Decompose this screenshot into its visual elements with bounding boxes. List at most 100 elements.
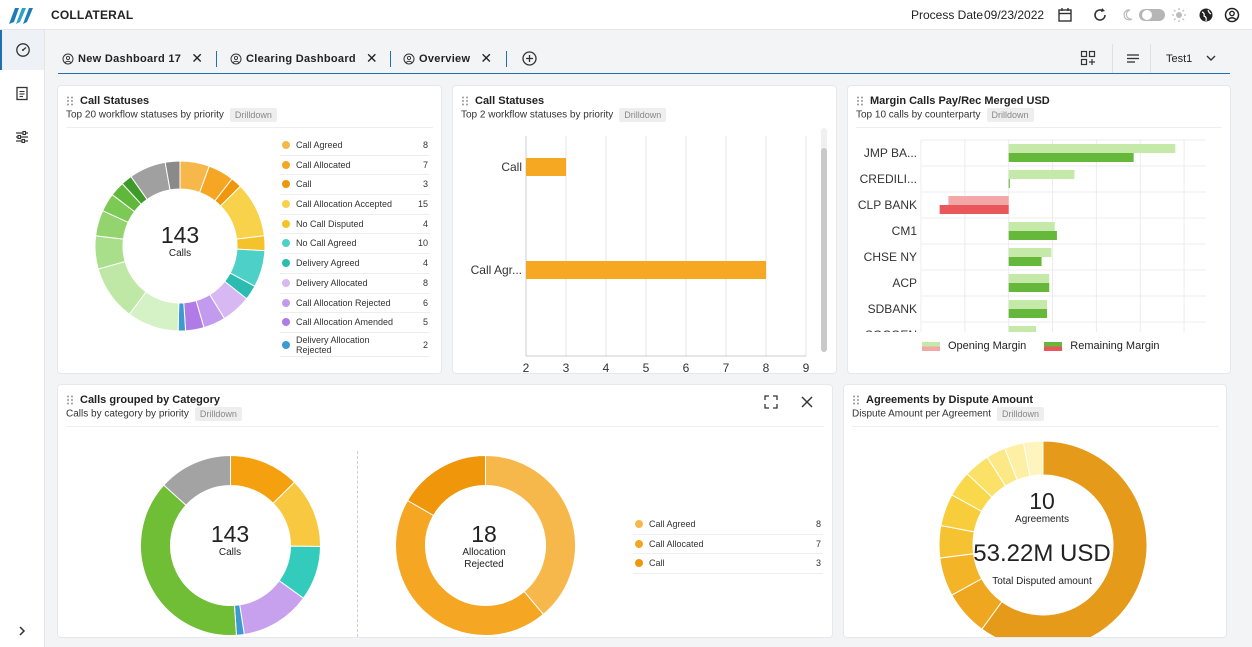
legend-item-call[interactable]: Call 3 [633, 554, 823, 575]
widget-margin-calls: Margin Calls Pay/Rec Merged USD Top 10 c… [848, 86, 1230, 373]
bar-remaining-margin-chse-ny[interactable] [1008, 257, 1042, 266]
drilldown-badge[interactable]: Drilldown [986, 108, 1034, 122]
allocation-rejected-donut-chart[interactable] [395, 455, 576, 636]
calendar-icon[interactable] [1056, 6, 1074, 24]
bar-call-agr[interactable] [526, 261, 766, 279]
chevron-right-icon [19, 626, 26, 636]
bar-opening-margin-sdbank[interactable] [1008, 300, 1048, 309]
close-icon[interactable] [801, 396, 813, 408]
legend-item-call[interactable]: Call 3 [280, 175, 430, 196]
legend-swatch [282, 298, 290, 307]
view-select[interactable]: Test1 [1152, 44, 1230, 73]
bar-opening-margin-clp-bank[interactable] [948, 196, 1009, 205]
legend-label: Delivery Agreed [296, 258, 360, 269]
margin-calls-bar-chart[interactable]: JMP BA... CREDILI... CLP BANK CM1 CHSE NY ACP… [848, 136, 1230, 334]
widget-calls-by-category: Calls grouped by Category Calls by categ… [58, 385, 832, 637]
app-logo[interactable] [8, 4, 34, 26]
legend-item-call-allocated[interactable]: Call Allocated 7 [633, 535, 823, 555]
bar-call[interactable] [526, 158, 566, 176]
drag-handle-icon[interactable] [461, 96, 469, 106]
close-tab-icon[interactable]: ✕ [480, 50, 493, 66]
theme-toggle[interactable] [1138, 6, 1166, 24]
scrollbar-thumb[interactable] [821, 148, 827, 352]
bar-opening-margin-jmp-ba[interactable] [1008, 144, 1176, 153]
drilldown-badge[interactable]: Drilldown [194, 407, 242, 421]
donut-slice-a10[interactable] [1022, 440, 1044, 477]
user-account-icon[interactable] [1223, 6, 1241, 24]
legend-item-no-call-agreed[interactable]: No Call Agreed 10 [280, 234, 430, 255]
globe-icon[interactable] [1197, 6, 1215, 24]
legend-item-call-agreed[interactable]: Call Agreed 8 [633, 515, 823, 535]
process-date-label: Process Date [911, 8, 984, 22]
close-tab-icon[interactable]: ✕ [365, 50, 378, 66]
legend-item-delivery-allocation-rejected[interactable]: Delivery Allocation Rejected 2 [280, 333, 430, 357]
menu-lines-icon[interactable] [1126, 52, 1140, 64]
dashboard-tab-icon [403, 53, 415, 64]
legend-item-call-allocation-amended[interactable]: Call Allocation Amended 5 [280, 313, 430, 333]
legend-swatch [282, 219, 290, 228]
add-tab-icon[interactable] [522, 51, 537, 66]
donut-center-value: 143 [210, 521, 250, 547]
bar-opening-margin-cm1[interactable] [1008, 222, 1055, 231]
legend-item-call-allocation-rejected[interactable]: Call Allocation Rejected 6 [280, 294, 430, 314]
call-statuses-donut-chart[interactable] [94, 160, 266, 332]
donut-slice-green[interactable] [140, 484, 237, 636]
legend-item-delivery-allocated[interactable]: Delivery Allocated 8 [280, 274, 430, 294]
bar-opening-margin-acp[interactable] [1008, 274, 1050, 283]
legend-value: 7 [815, 538, 821, 549]
bar-opening-margin-socgen[interactable] [1008, 326, 1037, 334]
bar-opening-margin-credili[interactable] [1008, 170, 1075, 179]
legend-item-call-allocation-accepted[interactable]: Call Allocation Accepted 15 [280, 195, 430, 215]
drilldown-badge[interactable]: Drilldown [229, 108, 277, 122]
toolbar-divider [1112, 44, 1113, 73]
sidebar-expand-button[interactable] [0, 615, 44, 647]
donut-slice-other-9[interactable] [164, 160, 181, 191]
drilldown-badge[interactable]: Drilldown [996, 407, 1044, 421]
drag-handle-icon[interactable] [852, 395, 860, 405]
y-category-label: CHSE NY [864, 250, 917, 264]
donut-slice-orange[interactable] [395, 499, 545, 636]
legend-item-call-agreed[interactable]: Call Agreed 8 [280, 136, 430, 156]
donut-center-label: Calls [168, 248, 192, 259]
dispute-donut-chart[interactable] [938, 440, 1148, 637]
tab-overview[interactable]: Overview ✕ [403, 44, 492, 73]
donut-slice-a1[interactable] [981, 440, 1148, 637]
bar-remaining-margin-jmp-ba[interactable] [1008, 153, 1134, 162]
bar-remaining-margin-sdbank[interactable] [1008, 309, 1048, 318]
add-widget-icon[interactable] [1080, 50, 1096, 66]
bar-remaining-margin-acp[interactable] [1008, 283, 1050, 292]
expand-icon[interactable] [764, 395, 778, 409]
bar-remaining-margin-cm1[interactable] [1008, 231, 1057, 240]
tab-new-dashboard-17[interactable]: New Dashboard 17 ✕ [62, 44, 203, 73]
x-tick-label: 8 [763, 361, 770, 373]
legend-item-no-call-disputed[interactable]: No Call Disputed 4 [280, 215, 430, 235]
drag-handle-icon[interactable] [66, 395, 74, 405]
drilldown-badge[interactable]: Drilldown [619, 108, 667, 122]
drag-handle-icon[interactable] [856, 96, 864, 106]
sidebar-item-reports[interactable] [0, 73, 44, 113]
process-date-value[interactable]: 09/23/2022 [984, 8, 1045, 22]
donut-slice-grey[interactable] [163, 455, 231, 506]
legend-swatch [282, 141, 290, 149]
donut-slice-light-orange[interactable] [485, 455, 576, 616]
legend-item-call-allocated[interactable]: Call Allocated 7 [280, 156, 430, 176]
call-statuses-bar-chart[interactable]: 2 3 4 5 6 7 8 9 Call Call Agr... [453, 126, 836, 373]
drag-handle-icon[interactable] [66, 96, 74, 106]
donut-slice-dark-orange[interactable] [406, 455, 486, 517]
bar-remaining-margin-credili[interactable] [1008, 179, 1010, 188]
bar-opening-margin-chse-ny[interactable] [1008, 248, 1052, 257]
widget-subtitle: Dispute Amount per Agreement Drilldown [852, 407, 1044, 421]
bar-remaining-margin-clp-bank[interactable] [939, 205, 1009, 214]
donut-slice-delivery-allocation-rejected[interactable] [177, 302, 187, 332]
close-tab-icon[interactable]: ✕ [191, 50, 204, 66]
chart-scrollbar[interactable] [821, 128, 827, 352]
tab-clearing-dashboard[interactable]: Clearing Dashboard ✕ [230, 44, 378, 73]
refresh-icon[interactable] [1091, 6, 1109, 24]
category-donut-chart[interactable] [140, 455, 321, 636]
legend-opening-label: Opening Margin [948, 340, 1027, 352]
legend-value: 8 [815, 519, 821, 529]
sidebar-item-dashboard[interactable] [0, 30, 44, 70]
sidebar-item-settings[interactable] [0, 117, 44, 157]
legend-item-delivery-agreed[interactable]: Delivery Agreed 4 [280, 254, 430, 274]
widget-title: Call Statuses [475, 95, 545, 107]
